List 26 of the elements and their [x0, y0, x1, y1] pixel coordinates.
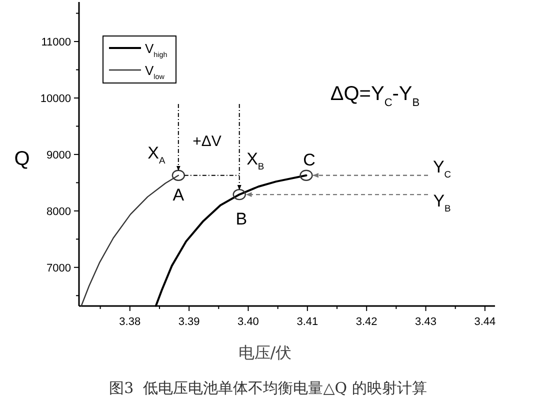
annotation: A — [172, 185, 185, 204]
x-tick-label: 3.40 — [238, 316, 259, 328]
annotation: X$_{B}$ — [246, 150, 264, 172]
x-tick-label: 3.39 — [178, 316, 200, 328]
y-tick-label: 9000 — [46, 149, 71, 162]
annotation: Y$_{B}$ — [433, 192, 451, 214]
y-axis-title: Q — [14, 148, 30, 170]
x-axis-title: 电压/伏 — [238, 343, 292, 362]
annotation: ΔQ=Y$_{C}$-Y$_{B}$ — [330, 83, 420, 109]
annotation: +ΔV — [192, 133, 222, 150]
x-tick-label: 3.41 — [296, 316, 318, 328]
annotation: C — [303, 150, 316, 170]
x-tick-label: 3.42 — [356, 316, 378, 328]
annotation: Y$_{C}$ — [432, 157, 452, 180]
annotation: B — [236, 210, 248, 229]
y-tick-label: 7000 — [46, 262, 71, 274]
x-tick-label: 3.44 — [474, 316, 496, 328]
legend-label: V$_{low}$ — [145, 63, 166, 81]
y-tick-label: 8000 — [46, 206, 71, 218]
x-tick-label: 3.38 — [119, 316, 141, 328]
y-tick-label: 11000 — [41, 36, 71, 49]
legend-label: V$_{high}$ — [145, 41, 168, 59]
caption: 图3 低电压电池单体不均衡电量△Q 的映射计算 — [109, 379, 427, 397]
y-tick-label: 10000 — [40, 92, 71, 105]
annotation: X$_{A}$ — [148, 143, 166, 166]
x-tick-label: 3.43 — [415, 316, 436, 328]
